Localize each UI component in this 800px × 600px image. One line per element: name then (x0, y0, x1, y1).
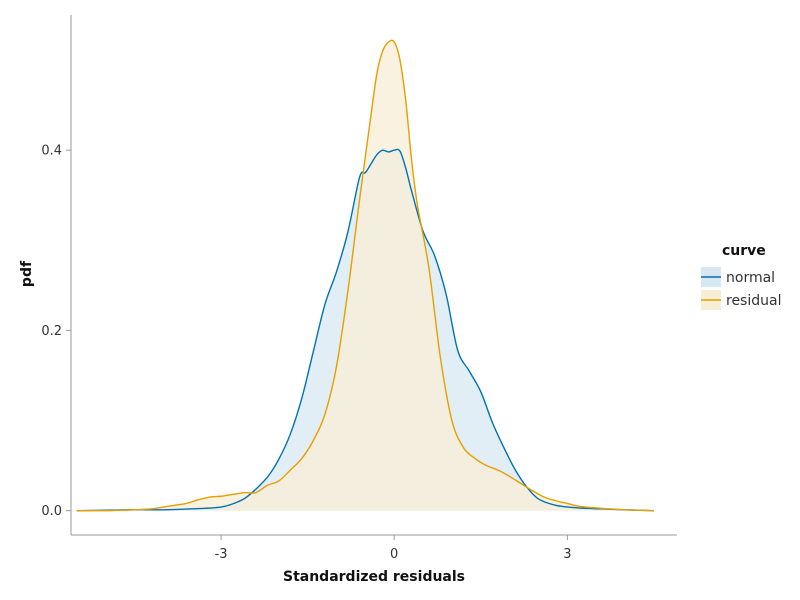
series-line-normal (76, 148, 654, 512)
legend-items: normal residual (701, 267, 781, 310)
density-lines (76, 39, 654, 512)
y-tick-label: 0.4 (41, 144, 62, 159)
x-tick-label: 3 (563, 547, 571, 562)
y-axis-title: pdf (19, 260, 35, 287)
x-axis-ticks: -3 0 3 (215, 535, 571, 562)
y-tick-label: 0.2 (41, 324, 62, 339)
x-axis-title: Standardized residuals (283, 569, 465, 585)
legend-label-normal: normal (726, 270, 775, 286)
legend-item-residual: residual (701, 290, 781, 310)
density-fills (76, 40, 654, 511)
series-area-residual (76, 40, 654, 511)
legend-title: curve (722, 243, 766, 259)
legend-label-residual: residual (726, 293, 781, 309)
y-axis-ticks: 0.0 0.2 0.4 (41, 144, 71, 519)
x-tick-label: 0 (390, 547, 398, 562)
x-tick-label: -3 (215, 547, 228, 562)
series-line-residual (76, 39, 654, 512)
legend: curve normal residual (701, 243, 781, 310)
y-tick-label: 0.0 (41, 504, 62, 519)
legend-item-normal: normal (701, 267, 775, 287)
